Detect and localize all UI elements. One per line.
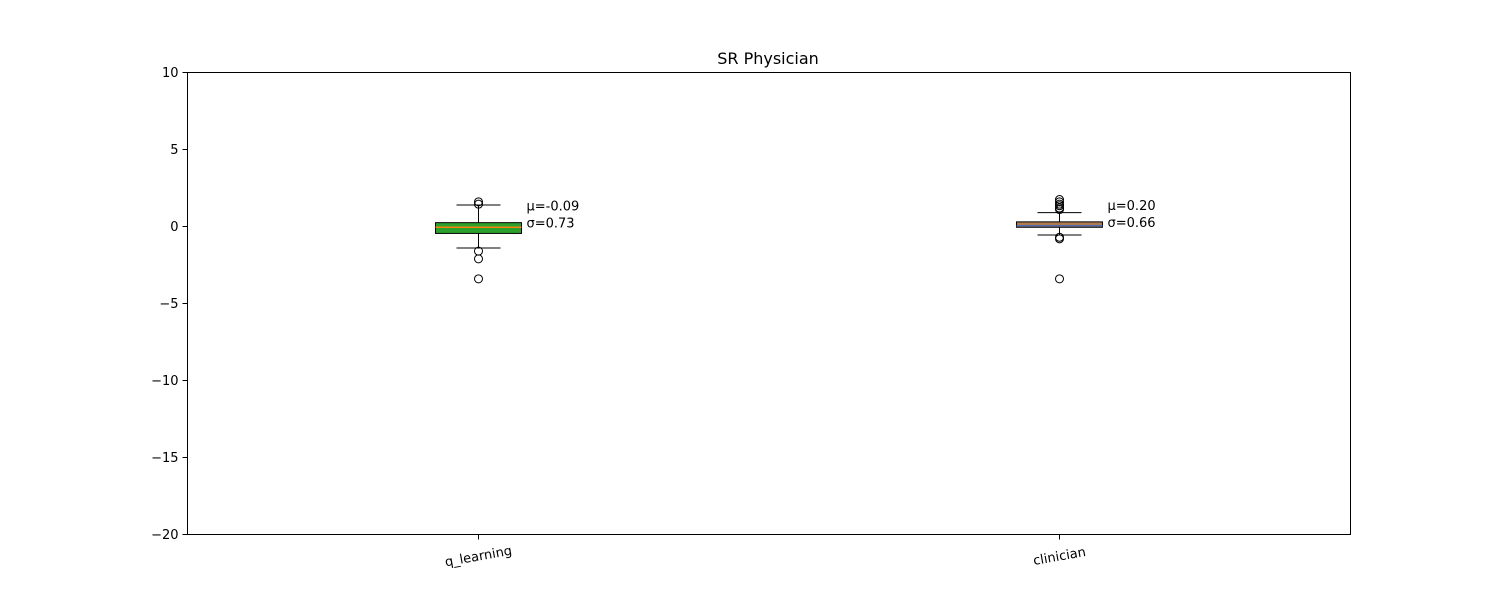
y-tick-label: −20 [151, 528, 178, 543]
y-tick-label: −15 [151, 451, 178, 466]
stats-annotation: μ=-0.09 [527, 200, 580, 215]
outlier-point [474, 254, 483, 264]
y-tick-label: 0 [170, 220, 178, 235]
y-axis: 10 5 0 −5 −10 −15 −20 [151, 66, 188, 543]
box-q_learning [435, 222, 522, 234]
stats-annotation: μ=0.20 [1108, 199, 1156, 214]
plot-area-frame [187, 72, 1351, 535]
x-tick-label: q_learning [444, 544, 513, 571]
x-axis: q_learning clinician [444, 534, 1087, 571]
x-tick-label: clinician [1032, 545, 1087, 569]
outlier-point [474, 197, 483, 207]
box-clinician [1016, 221, 1103, 228]
y-tick-label: −10 [151, 374, 178, 389]
y-tick-label: 5 [170, 143, 178, 158]
y-tick-label: −5 [159, 297, 178, 312]
stats-annotation: σ=0.73 [527, 217, 575, 232]
outlier-point [1055, 205, 1064, 215]
outlier-point [474, 199, 483, 209]
outlier-point [474, 274, 483, 284]
box-series: μ=-0.09 σ=0.73 μ=0.20 σ=0.66 [435, 195, 1156, 284]
outlier-point [1055, 274, 1064, 284]
outlier-point [1055, 234, 1064, 244]
y-tick-label: 10 [162, 66, 179, 81]
stats-annotation: σ=0.66 [1108, 216, 1156, 231]
chart-title: SR Physician [717, 49, 819, 68]
outlier-point [1055, 201, 1064, 211]
